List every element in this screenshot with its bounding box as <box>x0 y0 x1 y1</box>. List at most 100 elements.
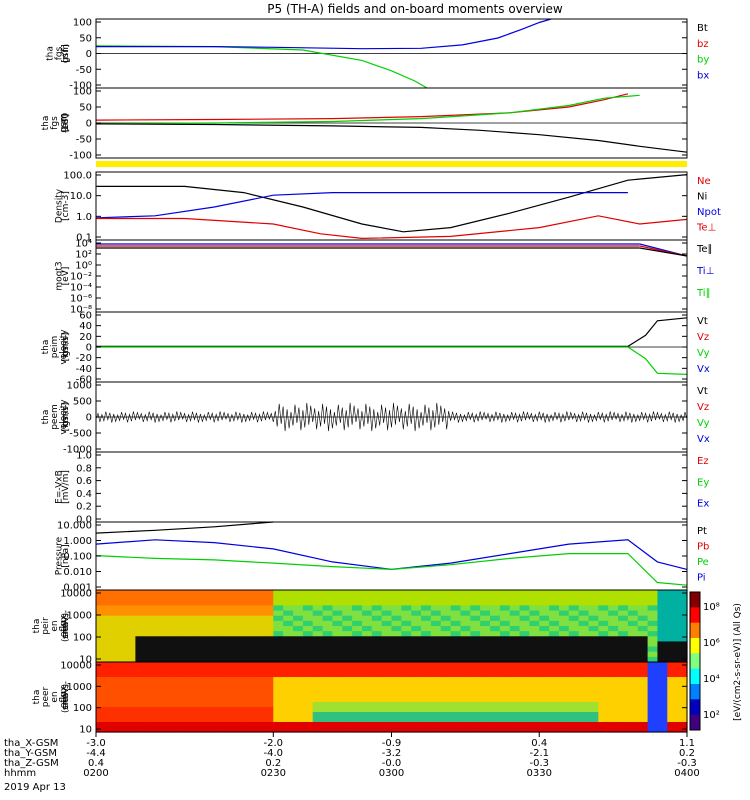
spectrogram-cell <box>637 692 649 698</box>
y-axis-label: [eV] <box>61 267 71 286</box>
spectrogram-cell <box>283 656 294 663</box>
spectrogram-cell <box>568 682 580 688</box>
x-axis-value: 0.2 <box>679 748 695 759</box>
spectrogram-cell <box>115 590 127 596</box>
spectrogram-cell <box>105 722 117 728</box>
spectrogram-cell <box>667 631 678 637</box>
spectrogram-cell <box>627 610 639 617</box>
spectrogram-cell <box>598 600 609 607</box>
legend-entry: Ey <box>697 477 709 488</box>
spectrogram-cell <box>371 620 383 627</box>
colorbar-tick: 10⁴ <box>703 674 720 685</box>
spectrogram-cell <box>233 600 245 607</box>
spectrogram-cell <box>243 626 255 632</box>
spectrogram-cell <box>657 646 668 653</box>
spectrogram-cell <box>293 605 304 612</box>
spectrogram-cell <box>302 600 314 607</box>
spectrogram-cell <box>519 687 530 693</box>
spectrogram-cell <box>421 662 432 668</box>
spectrogram-cell <box>115 595 127 601</box>
spectrogram-cell <box>352 712 363 718</box>
spectrogram-cell <box>529 682 540 688</box>
spectrogram-cell <box>411 620 422 627</box>
spectrogram-cell <box>588 641 599 648</box>
spectrogram-cell <box>470 631 481 637</box>
spectrogram-cell <box>361 610 373 617</box>
spectrogram-cell <box>293 672 304 678</box>
spectrogram-cell <box>96 697 107 703</box>
spectrogram-cell <box>302 626 314 632</box>
spectrogram-cell <box>578 595 590 601</box>
x-axis-value: 0400 <box>674 768 699 779</box>
spectrogram-cell <box>243 682 255 688</box>
spectrogram-cell <box>450 662 462 668</box>
spectrogram-cell <box>115 687 127 693</box>
spectrogram-cell <box>490 722 501 728</box>
spectrogram-cell <box>568 605 580 612</box>
spectrogram-cell <box>391 677 402 683</box>
spectrogram-cell <box>164 646 176 653</box>
spectrogram-cell <box>657 615 668 622</box>
spectrogram-cell <box>145 595 156 601</box>
spectrogram-cell <box>135 595 146 601</box>
spectrogram-cell <box>361 712 373 718</box>
spectrogram-cell <box>145 641 156 648</box>
spectrogram-cell <box>430 707 442 713</box>
spectrogram-cell <box>480 600 491 607</box>
legend-entry: Ti∥ <box>696 288 711 299</box>
spectrogram-cell <box>568 727 580 733</box>
spectrogram-cell <box>391 697 402 703</box>
legend-entry: Npot <box>697 207 721 218</box>
spectrogram-cell <box>549 672 560 678</box>
spectrogram-cell <box>155 646 166 653</box>
spectrogram-cell <box>302 722 314 728</box>
spectrogram-cell <box>657 600 668 607</box>
spectrogram-cell <box>204 677 215 683</box>
spectrogram-cell <box>105 687 117 693</box>
spectrogram-cell <box>549 712 560 718</box>
spectrogram-cell <box>243 600 255 607</box>
spectrogram-cell <box>155 590 166 596</box>
spectrogram-cell <box>164 656 176 663</box>
spectrogram-cell <box>411 692 422 698</box>
spectrogram-cell <box>667 712 678 718</box>
spectrogram-cell <box>490 672 501 678</box>
spectrogram-cell <box>105 692 117 698</box>
spectrogram-cell <box>253 722 265 728</box>
spectrogram-cell <box>194 646 205 653</box>
spectrogram-cell <box>460 677 471 683</box>
spectrogram-cell <box>174 600 186 607</box>
spectrogram-cell <box>105 667 117 673</box>
spectrogram-cell <box>312 672 324 678</box>
spectrogram-cell <box>204 590 215 596</box>
y-axis-label: [nT] <box>61 114 71 132</box>
spectrogram-cell <box>568 641 580 648</box>
spectrogram-cell <box>322 707 333 713</box>
spectrogram-cell <box>322 605 333 612</box>
spectrogram-cell <box>627 672 639 678</box>
spectrogram-cell <box>273 590 284 596</box>
spectrogram-cell <box>125 620 136 627</box>
spectrogram-cell <box>499 672 511 678</box>
spectrogram-cell <box>332 595 343 601</box>
spectrogram-cell <box>421 727 432 733</box>
spectrogram-cell <box>243 610 255 617</box>
spectrogram-cell <box>105 656 117 663</box>
spectrogram-cell <box>263 672 274 678</box>
spectrogram-cell <box>401 712 412 718</box>
spectrogram-cell <box>480 697 491 703</box>
spectrogram-cell <box>608 605 619 612</box>
spectrogram-cell <box>145 712 156 718</box>
spectrogram-cell <box>490 600 501 607</box>
spectrogram-cell <box>96 722 107 728</box>
spectrogram-cell <box>125 677 136 683</box>
spectrogram-cell <box>657 682 668 688</box>
spectrogram-cell <box>568 610 580 617</box>
spectrogram-cell <box>499 646 511 653</box>
spectrogram-cell <box>164 600 176 607</box>
series-line-fgs_m180-0 <box>95 93 629 121</box>
spectrogram-cell <box>233 722 245 728</box>
spectrogram-cell <box>135 717 146 723</box>
spectrogram-cell <box>529 641 540 648</box>
spectrogram-cell <box>184 636 196 643</box>
